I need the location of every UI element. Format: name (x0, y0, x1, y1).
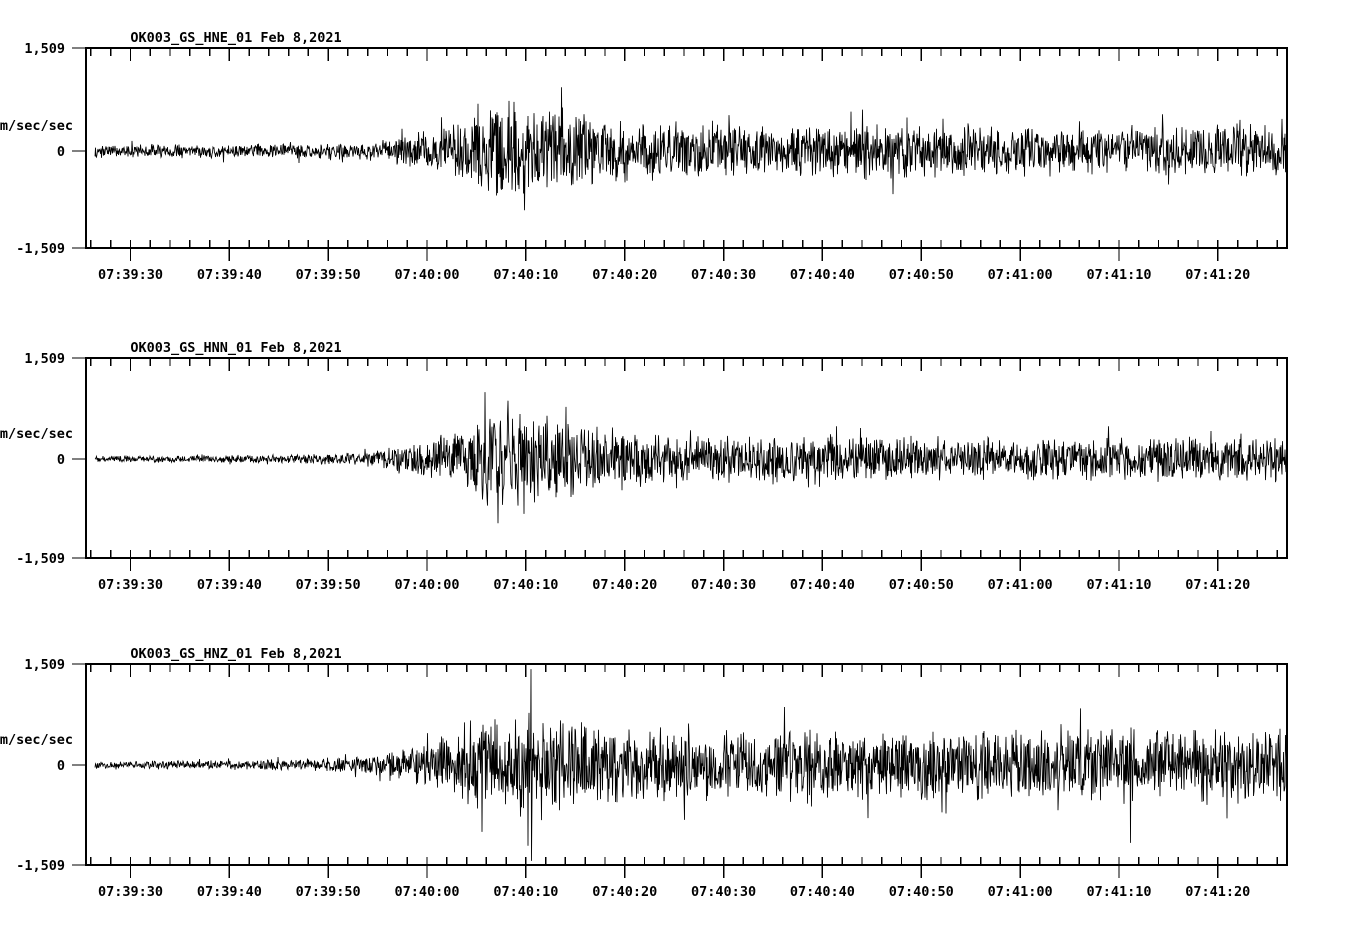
x-tick-label: 07:40:40 (790, 577, 855, 593)
x-tick-label: 07:40:00 (395, 267, 460, 283)
x-tick-label: 07:39:30 (98, 577, 163, 593)
x-tick-label: 07:40:50 (889, 577, 954, 593)
x-tick-label: 07:40:30 (691, 267, 756, 283)
y-tick-zero-label: 0 (57, 144, 65, 160)
waveform-trace-hnn (94, 392, 1288, 524)
x-tick-label: 07:40:10 (493, 884, 558, 900)
x-tick-label: 07:41:00 (988, 884, 1053, 900)
x-tick-label: 07:41:20 (1185, 267, 1250, 283)
plot-area-hne: 07:39:30 07:39:40 07:39:50 07:40:00 07:40:10… (0, 30, 1288, 283)
waveform-trace-hne (94, 87, 1288, 211)
x-tick-label: 07:41:10 (1086, 267, 1151, 283)
x-tick-label: 07:41:00 (988, 267, 1053, 283)
seismogram-panel-hnn: 07:39:30 07:39:40 07:39:50 07:40:00 07:40:10… (0, 310, 1358, 618)
x-tick-label: 07:40:00 (395, 884, 460, 900)
x-tick-label: 07:39:30 (98, 884, 163, 900)
x-tick-label: 07:40:40 (790, 884, 855, 900)
x-tick-label: 07:39:40 (197, 884, 262, 900)
x-tick-label: 07:39:50 (296, 577, 361, 593)
x-tick-label: 07:39:30 (98, 267, 163, 283)
x-tick-label: 07:40:10 (493, 577, 558, 593)
seismogram-panel-hnz: 07:39:30 07:39:40 07:39:50 07:40:00 07:40:10… (0, 616, 1358, 925)
x-tick-label: 07:40:50 (889, 884, 954, 900)
y-tick-top-label: 1,509 (24, 41, 65, 57)
x-tick-label: 07:41:20 (1185, 577, 1250, 593)
x-tick-label: 07:41:10 (1086, 577, 1151, 593)
x-tick-label: 07:40:20 (592, 884, 657, 900)
plot-area-hnz: 07:39:30 07:39:40 07:39:50 07:40:00 07:40:10… (0, 646, 1288, 900)
x-tick-label: 07:39:40 (197, 577, 262, 593)
x-tick-label: 07:39:40 (197, 267, 262, 283)
x-tick-label: 07:40:50 (889, 267, 954, 283)
x-tick-label: 07:41:20 (1185, 884, 1250, 900)
plot-area-hnn: 07:39:30 07:39:40 07:39:50 07:40:00 07:40:10… (0, 340, 1288, 593)
x-tick-label: 07:40:30 (691, 577, 756, 593)
y-tick-bottom-label: -1,509 (16, 551, 65, 567)
x-tick-label: 07:40:30 (691, 884, 756, 900)
seismogram-panel-hne: 07:39:30 07:39:40 07:39:50 07:40:00 07:40:10… (0, 0, 1358, 308)
x-tick-label: 07:40:20 (592, 267, 657, 283)
y-tick-zero-label: 0 (57, 452, 65, 468)
y-tick-bottom-label: -1,509 (16, 241, 65, 257)
y-tick-bottom-label: -1,509 (16, 858, 65, 874)
y-axis-unit-label: cm/sec/sec (0, 426, 73, 442)
y-tick-zero-label: 0 (57, 758, 65, 774)
plot-title-hnz: OK003_GS_HNZ_01 Feb 8,2021 (130, 646, 341, 662)
y-axis-unit-label: cm/sec/sec (0, 118, 73, 134)
plot-title-hnn: OK003_GS_HNN_01 Feb 8,2021 (130, 340, 341, 356)
x-tick-label: 07:40:10 (493, 267, 558, 283)
plot-title-hne: OK003_GS_HNE_01 Feb 8,2021 (130, 30, 341, 46)
plot-frame-hne (85, 47, 1288, 249)
y-tick-top-label: 1,509 (24, 351, 65, 367)
waveform-trace-hnz (94, 669, 1288, 861)
x-tick-label: 07:40:00 (395, 577, 460, 593)
x-tick-label: 07:40:40 (790, 267, 855, 283)
x-tick-label: 07:39:50 (296, 267, 361, 283)
y-axis-unit-label: cm/sec/sec (0, 732, 73, 748)
y-tick-top-label: 1,509 (24, 657, 65, 673)
plot-frame-hnn (85, 357, 1288, 559)
x-tick-label: 07:40:20 (592, 577, 657, 593)
x-tick-label: 07:39:50 (296, 884, 361, 900)
x-tick-label: 07:41:10 (1086, 884, 1151, 900)
x-tick-label: 07:41:00 (988, 577, 1053, 593)
